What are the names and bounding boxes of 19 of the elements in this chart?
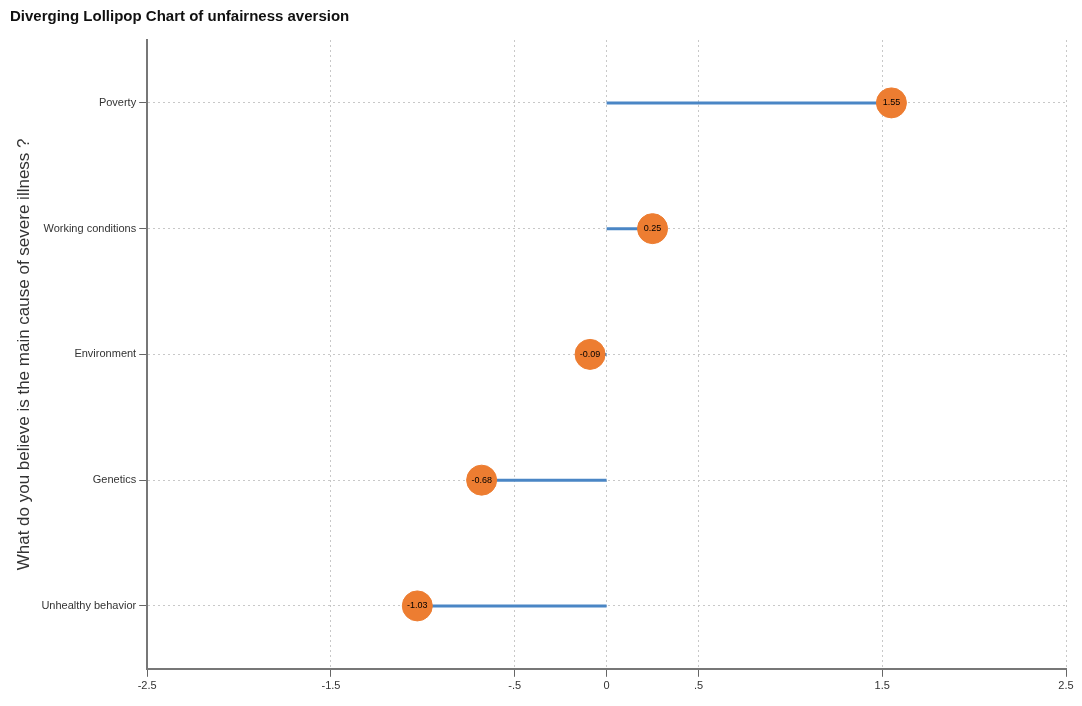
x-tick-label: .5 [693,679,704,692]
y-tick-label: Genetics [92,473,137,486]
data-label: -1.03 [407,600,428,611]
data-label: 1.55 [882,97,901,108]
data-label: -0.09 [579,348,601,359]
data-label: 0.25 [643,223,662,234]
x-tick-label: 2.5 [1058,679,1074,692]
data-label: -0.68 [471,474,492,485]
y-axis-title: What do you believe is the main cause of severe illness ? [13,138,33,571]
x-tick-label: -2.5 [137,679,157,692]
y-tick-label: Environment [74,347,137,360]
y-tick-label: Working conditions [43,221,137,234]
x-tick-label: -.5 [508,679,522,692]
y-tick-label: Poverty [98,95,137,108]
y-tick-label: Unhealthy behavior [41,598,137,611]
x-tick-label: 0 [603,679,610,692]
x-tick-label: 1.5 [874,679,890,692]
x-tick-label: -1.5 [321,679,341,692]
chart-title: Diverging Lollipop Chart of unfairness aversion [10,7,350,25]
